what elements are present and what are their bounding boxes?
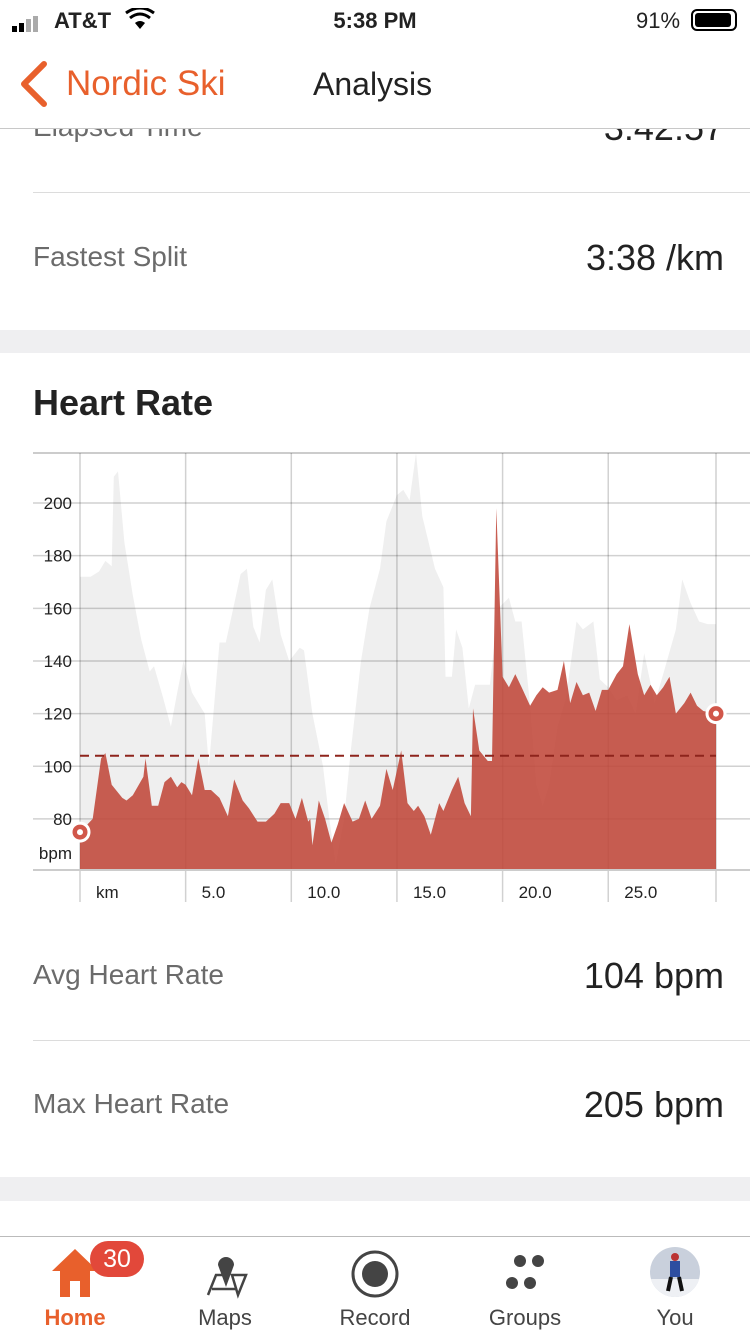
groups-icon xyxy=(506,1255,544,1289)
y-tick-label: 120 xyxy=(44,705,72,724)
home-icon xyxy=(52,1249,98,1297)
end-marker-dot xyxy=(713,710,719,717)
status-bar: AT&T 5:38 PM 91% xyxy=(0,0,750,42)
tab-record[interactable]: Record xyxy=(300,1237,450,1335)
y-tick-label: 80 xyxy=(53,810,72,829)
back-button[interactable]: Nordic Ski xyxy=(14,56,254,112)
chevron-left-icon xyxy=(21,61,47,107)
heart-rate-area xyxy=(80,508,716,870)
y-tick-label: 160 xyxy=(44,599,72,618)
tab-bar: 30 Home Maps Record Groups You xyxy=(0,1236,750,1334)
record-icon xyxy=(351,1250,399,1298)
stat-label: Fastest Split xyxy=(33,241,188,272)
divider xyxy=(33,192,750,193)
start-marker-dot xyxy=(77,829,83,836)
carrier: AT&T xyxy=(54,8,112,33)
section-gap xyxy=(0,330,750,353)
y-tick-label: 140 xyxy=(44,652,72,671)
back-label: Nordic Ski xyxy=(66,64,226,103)
stat-row-fastest-split: Fastest Split 3:38 /km xyxy=(0,193,750,330)
y-axis-unit: bpm xyxy=(39,844,72,863)
y-tick-label: 100 xyxy=(44,757,72,776)
tab-maps[interactable]: Maps xyxy=(150,1237,300,1335)
max-hr-value: 205 bpm xyxy=(583,1084,724,1125)
tab-label: Maps xyxy=(198,1305,252,1330)
divider xyxy=(33,1040,750,1041)
x-tick-label: 10.0 xyxy=(307,883,340,902)
battery-icon xyxy=(691,9,737,31)
x-tick-label: km xyxy=(96,883,119,902)
page-title: Analysis xyxy=(313,66,433,102)
avatar xyxy=(650,1247,700,1297)
avg-hr-value: 104 bpm xyxy=(583,955,724,996)
stat-value: 3:38 /km xyxy=(585,237,724,278)
y-tick-label: 200 xyxy=(44,494,72,513)
x-tick-label: 20.0 xyxy=(519,883,552,902)
max-hr-label: Max Heart Rate xyxy=(33,1088,230,1119)
wifi-icon xyxy=(125,6,155,36)
tab-home[interactable]: 30 Home xyxy=(0,1237,150,1335)
stat-row-elapsed: Elapsed Time 3:42:57 xyxy=(0,129,750,192)
x-tick-label: 25.0 xyxy=(624,883,657,902)
stat-value: 3:42:57 xyxy=(604,129,724,149)
stat-label: Elapsed Time xyxy=(33,129,203,143)
section-title: Heart Rate xyxy=(33,382,214,423)
battery-percent: 91% xyxy=(636,8,681,33)
clock: 5:38 PM xyxy=(333,8,417,33)
tab-groups[interactable]: Groups xyxy=(450,1237,600,1335)
y-tick-label: 180 xyxy=(44,547,72,566)
nav-bar: Nordic Ski Analysis xyxy=(0,42,750,129)
tab-label: Groups xyxy=(488,1305,562,1330)
maps-icon xyxy=(206,1257,248,1299)
heart-rate-chart[interactable]: 80 100 120 140 160 180 200 bpm km 5.0 10.0 15.0 20.0… xyxy=(0,440,750,910)
x-tick-label: 5.0 xyxy=(202,883,226,902)
tab-label: Record xyxy=(339,1305,411,1330)
avg-hr-label: Avg Heart Rate xyxy=(33,959,224,990)
tab-label: Home xyxy=(44,1305,106,1330)
signal-icon xyxy=(12,12,48,32)
tab-label: You xyxy=(656,1305,694,1330)
tab-you[interactable]: You xyxy=(600,1237,750,1335)
section-gap xyxy=(0,1177,750,1201)
notification-badge: 30 xyxy=(90,1241,144,1277)
x-tick-label: 15.0 xyxy=(413,883,446,902)
